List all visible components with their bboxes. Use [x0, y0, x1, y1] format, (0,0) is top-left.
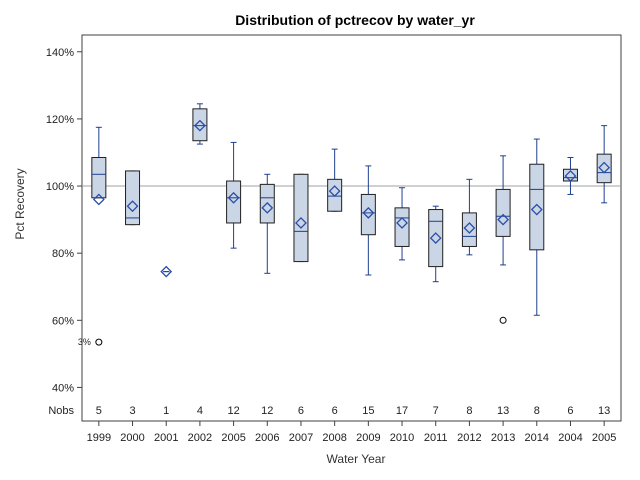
x-tick-label: 2009: [356, 432, 380, 444]
x-tick-label: 2008: [322, 432, 346, 444]
nobs-value: 6: [332, 405, 338, 417]
box-iqr: [529, 163, 545, 251]
nobs-value: 7: [433, 405, 439, 417]
nobs-value: 12: [227, 405, 239, 417]
box-iqr: [428, 209, 444, 268]
y-tick-label: 140%: [46, 47, 74, 59]
nobs-value: 8: [534, 405, 540, 417]
nobs-value: 3: [129, 405, 135, 417]
mean-marker: [530, 203, 543, 216]
mean-marker: [362, 206, 375, 219]
plot-area: 40% 60% 80% 100% 120% 140% Nobs 5 1999 3 2000 1 2001…: [46, 34, 622, 444]
nobs-value: 4: [197, 405, 203, 417]
outlier-point: [499, 316, 507, 324]
mean-marker: [295, 217, 307, 229]
nobs-value: 13: [598, 405, 610, 417]
mean-marker: [564, 170, 577, 182]
x-axis-label: Water Year: [327, 452, 386, 466]
x-tick-label: 2005: [592, 432, 616, 444]
box-iqr: [596, 153, 612, 184]
box-iqr: [192, 108, 208, 142]
mean-marker: [261, 201, 274, 214]
x-tick-label: 2000: [120, 432, 144, 444]
nobs-value: 6: [298, 405, 304, 417]
mean-marker: [463, 222, 476, 234]
mean-marker: [396, 217, 408, 229]
nobs-row-label: Nobs: [48, 405, 74, 417]
outlier-label: 3%: [78, 337, 91, 347]
mean-marker: [598, 161, 611, 174]
nobs-value: 17: [396, 405, 408, 417]
x-tick-label: 2002: [188, 432, 212, 444]
mean-marker: [126, 200, 139, 213]
y-tick-label: 120%: [46, 114, 74, 126]
outlier-point: [95, 338, 103, 346]
nobs-value: 13: [497, 405, 509, 417]
nobs-value: 12: [261, 405, 273, 417]
x-tick-label: 2011: [424, 432, 448, 444]
mean-marker: [92, 193, 105, 206]
y-tick-label: 60%: [52, 315, 74, 327]
mean-marker: [497, 213, 510, 226]
nobs-value: 1: [163, 405, 169, 417]
y-axis-label: Pct Recovery: [13, 168, 27, 239]
box-iqr: [360, 193, 376, 236]
x-tick-label: 2007: [289, 432, 313, 444]
y-tick-label: 40%: [52, 382, 74, 394]
nobs-value: 5: [96, 405, 102, 417]
x-tick-label: 2001: [154, 432, 178, 444]
x-tick-label: 2010: [390, 432, 414, 444]
chart-title: Distribution of pctrecov by water_yr: [235, 12, 475, 28]
mean-marker: [227, 191, 240, 204]
x-tick-label: 2005: [221, 432, 245, 444]
x-tick-label: 2014: [525, 432, 549, 444]
mean-marker: [160, 265, 173, 278]
x-tick-label: 2004: [558, 432, 582, 444]
nobs-value: 6: [567, 405, 573, 417]
mean-marker: [328, 185, 341, 197]
box-iqr: [125, 170, 141, 226]
mean-marker: [429, 232, 442, 244]
nobs-value: 8: [466, 405, 472, 417]
x-tick-label: 2012: [457, 432, 481, 444]
x-tick-label: 1999: [87, 432, 111, 444]
y-tick-label: 100%: [46, 181, 74, 193]
box-iqr: [91, 157, 107, 199]
x-tick-label: 2013: [491, 432, 515, 444]
mean-marker: [193, 119, 206, 132]
y-tick-label: 80%: [52, 248, 74, 260]
box-iqr: [495, 188, 511, 237]
nobs-value: 15: [362, 405, 374, 417]
x-tick-label: 2006: [255, 432, 279, 444]
plot-frame: [81, 34, 622, 422]
box-iqr: [461, 212, 477, 247]
